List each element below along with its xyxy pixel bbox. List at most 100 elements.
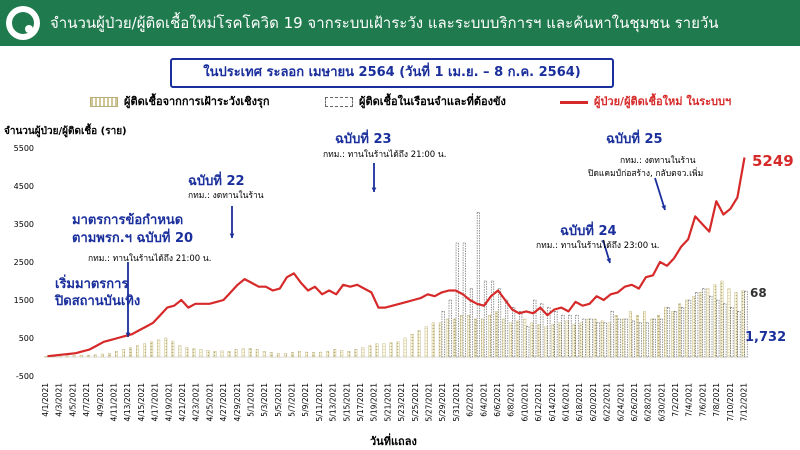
bar-prison — [659, 318, 664, 358]
bar-active — [628, 311, 632, 358]
bar-prison — [533, 299, 537, 358]
end-label-total: 5249 — [752, 152, 794, 170]
bar-active — [685, 299, 689, 358]
y-tick-label-3: 2500 — [14, 258, 34, 267]
bar-active — [488, 315, 492, 358]
bar-active — [340, 349, 344, 358]
bar-prison — [441, 311, 445, 358]
x-tick-label-48: 7/6/2021 — [698, 383, 707, 417]
bar-active — [600, 320, 604, 358]
bar-prison — [638, 322, 642, 358]
x-tick-label-8: 4/17/2021 — [151, 383, 160, 422]
annotation-6-title: ฉบับที่ 25 — [606, 132, 663, 147]
bar-active — [502, 318, 506, 358]
bar-active — [410, 334, 414, 358]
bar-prison — [547, 307, 551, 358]
bar-active — [650, 318, 653, 358]
bar-active — [269, 352, 273, 358]
bar-active — [100, 353, 104, 358]
bar-prison — [610, 311, 614, 358]
bar-active — [114, 351, 118, 358]
bar-active — [445, 318, 449, 358]
bar-prison — [737, 311, 741, 358]
x-tick-label-34: 6/8/2021 — [507, 383, 516, 417]
x-tick-label-16: 5/3/2021 — [260, 383, 269, 417]
x-tick-label-11: 4/23/2021 — [192, 383, 201, 422]
y-tick-label-1: 500 — [19, 334, 34, 343]
x-tick-label-25: 5/21/2021 — [383, 383, 392, 422]
legend-label-prison: ผู้ติดเชื้อในเรือนจำและที่ต้องขัง — [359, 95, 506, 108]
bar-active — [431, 322, 435, 358]
bar-prison — [476, 212, 480, 358]
bar-prison — [617, 318, 621, 358]
annotation-arrow-3-head — [229, 233, 235, 238]
x-tick-label-5: 4/11/2021 — [109, 383, 118, 422]
bar-active — [509, 322, 513, 358]
bar-prison — [688, 299, 692, 358]
bar-prison — [540, 303, 544, 358]
legend-item-active: ผู้ติดเชื้อจากการเฝ้าระวังเชิงรุก — [90, 94, 270, 110]
bar-active — [586, 318, 590, 358]
annotation-arrow-5-head — [606, 258, 612, 263]
x-tick-label-32: 6/4/2021 — [479, 383, 488, 417]
bar-prison — [723, 303, 727, 358]
bar-prison — [505, 299, 509, 358]
x-tick-label-3: 4/7/2021 — [82, 383, 91, 417]
legend-item-prison: ผู้ติดเชื้อในเรือนจำและที่ต้องขัง — [325, 94, 506, 110]
bar-active — [424, 326, 428, 358]
x-tick-label-26: 5/23/2021 — [397, 383, 406, 422]
x-tick-label-31: 6/2/2021 — [466, 383, 475, 417]
bar-active — [657, 315, 661, 358]
x-tick-label-15: 5/1/2021 — [246, 383, 255, 417]
x-tick-label-22: 5/15/2021 — [342, 383, 351, 422]
x-tick-label-40: 6/20/2021 — [589, 383, 598, 422]
bar-active — [150, 341, 154, 358]
bar-prison — [596, 322, 600, 358]
x-tick-label-18: 5/7/2021 — [288, 383, 297, 417]
chart-subtitle: ในประเทศ ระลอก เมษายน 2564 (วันที่ 1 เม.… — [170, 58, 614, 88]
x-tick-label-19: 5/9/2021 — [301, 383, 310, 417]
x-tick-label-7: 4/15/2021 — [137, 383, 146, 422]
bar-prison — [681, 307, 685, 358]
x-tick-label-24: 5/19/2021 — [370, 383, 379, 422]
bar-active — [192, 348, 196, 358]
y-tick-label-2: 1500 — [14, 296, 34, 305]
annotation-1-line2: ปิดสถานบันเทิง — [55, 294, 141, 309]
bar-active — [122, 349, 125, 358]
bar-prison — [483, 280, 488, 358]
y-tick-label-5: 4500 — [14, 182, 34, 191]
bar-prison — [673, 311, 678, 358]
bar-active — [417, 330, 421, 358]
x-axis-label: วันที่แถลง — [370, 435, 417, 448]
x-tick-label-17: 5/5/2021 — [274, 383, 283, 417]
bar-prison — [469, 288, 473, 358]
x-tick-label-50: 7/10/2021 — [726, 383, 735, 422]
bar-active — [234, 349, 238, 358]
annotation-arrow-6 — [654, 177, 666, 211]
bar-prison — [575, 314, 579, 358]
bar-prison — [645, 322, 649, 358]
x-tick-label-42: 6/24/2021 — [616, 383, 625, 422]
bar-active — [635, 315, 639, 358]
bar-prison — [666, 307, 671, 358]
bar-prison — [589, 318, 593, 358]
bar-active — [93, 354, 97, 358]
bar-active — [551, 324, 555, 358]
bar-active — [720, 280, 724, 358]
bar-active — [136, 345, 140, 358]
bar-active — [593, 318, 597, 358]
bar-active — [319, 351, 323, 358]
bar-active — [727, 288, 731, 358]
legend-swatch-active — [90, 97, 118, 107]
x-tick-label-28: 5/27/2021 — [425, 383, 434, 422]
bar-active — [621, 318, 625, 358]
bar-active — [255, 349, 259, 358]
x-tick-label-0: 4/1/2021 — [41, 383, 50, 417]
bar-active — [579, 322, 583, 358]
bar-active — [459, 315, 463, 358]
x-tick-label-20: 5/11/2021 — [315, 383, 324, 422]
y-axis-label: จำนวนผู้ป่วย/ผู้ติดเชื้อ (ราย) — [4, 126, 127, 137]
bar-active — [466, 315, 470, 358]
bar-prison — [490, 280, 495, 358]
